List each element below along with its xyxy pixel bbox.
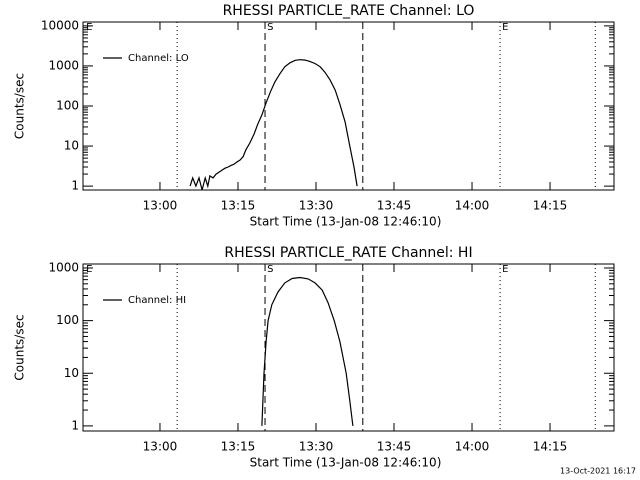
x-tick-label: 14:00 — [455, 199, 490, 213]
y-tick-label: 1 — [71, 418, 79, 432]
x-tick-label: 13:45 — [377, 199, 412, 213]
x-tick-label: 13:15 — [221, 199, 256, 213]
annotation: E — [86, 264, 92, 275]
x-tick-label: 14:15 — [533, 199, 568, 213]
x-tick-label: 13:45 — [377, 440, 412, 454]
data-line — [189, 59, 358, 191]
x-tick-label: 13:00 — [143, 440, 178, 454]
y-tick-label: 1000 — [48, 260, 79, 274]
y-tick-label: 1 — [71, 179, 79, 193]
x-tick-label: 13:00 — [143, 199, 178, 213]
annotation: E — [86, 22, 92, 33]
x-axis-label: Start Time (13-Jan-08 12:46:10) — [250, 215, 442, 229]
y-axis-label: Counts/sec — [13, 314, 27, 380]
x-tick-label: 13:15 — [221, 440, 256, 454]
annotation: E — [502, 22, 508, 33]
x-tick-label: 14:15 — [533, 440, 568, 454]
y-tick-label: 1000 — [48, 58, 79, 72]
x-tick-label: 13:30 — [299, 440, 334, 454]
annotation: S — [267, 22, 273, 33]
y-tick-label: 10000 — [41, 18, 79, 32]
x-tick-label: 13:30 — [299, 199, 334, 213]
footer: 13-Oct-2021 16:17 — [560, 467, 636, 476]
annotation: E — [502, 264, 508, 275]
annotation: S — [267, 264, 273, 275]
chart-title: RHESSI PARTICLE_RATE Channel: HI — [224, 245, 472, 261]
chart-title: RHESSI PARTICLE_RATE Channel: LO — [223, 3, 475, 19]
y-axis-label: Counts/sec — [13, 73, 27, 139]
y-tick-label: 100 — [56, 99, 79, 113]
x-axis-label: Start Time (13-Jan-08 12:46:10) — [250, 456, 442, 470]
plot-frame — [82, 263, 615, 432]
x-tick-label: 14:00 — [455, 440, 490, 454]
y-tick-label: 10 — [64, 139, 79, 153]
y-tick-label: 10 — [64, 366, 79, 380]
y-tick-label: 100 — [56, 313, 79, 327]
legend-label: Channel: HI — [128, 295, 186, 306]
data-line — [261, 276, 354, 426]
legend-label: Channel: LO — [128, 53, 189, 64]
